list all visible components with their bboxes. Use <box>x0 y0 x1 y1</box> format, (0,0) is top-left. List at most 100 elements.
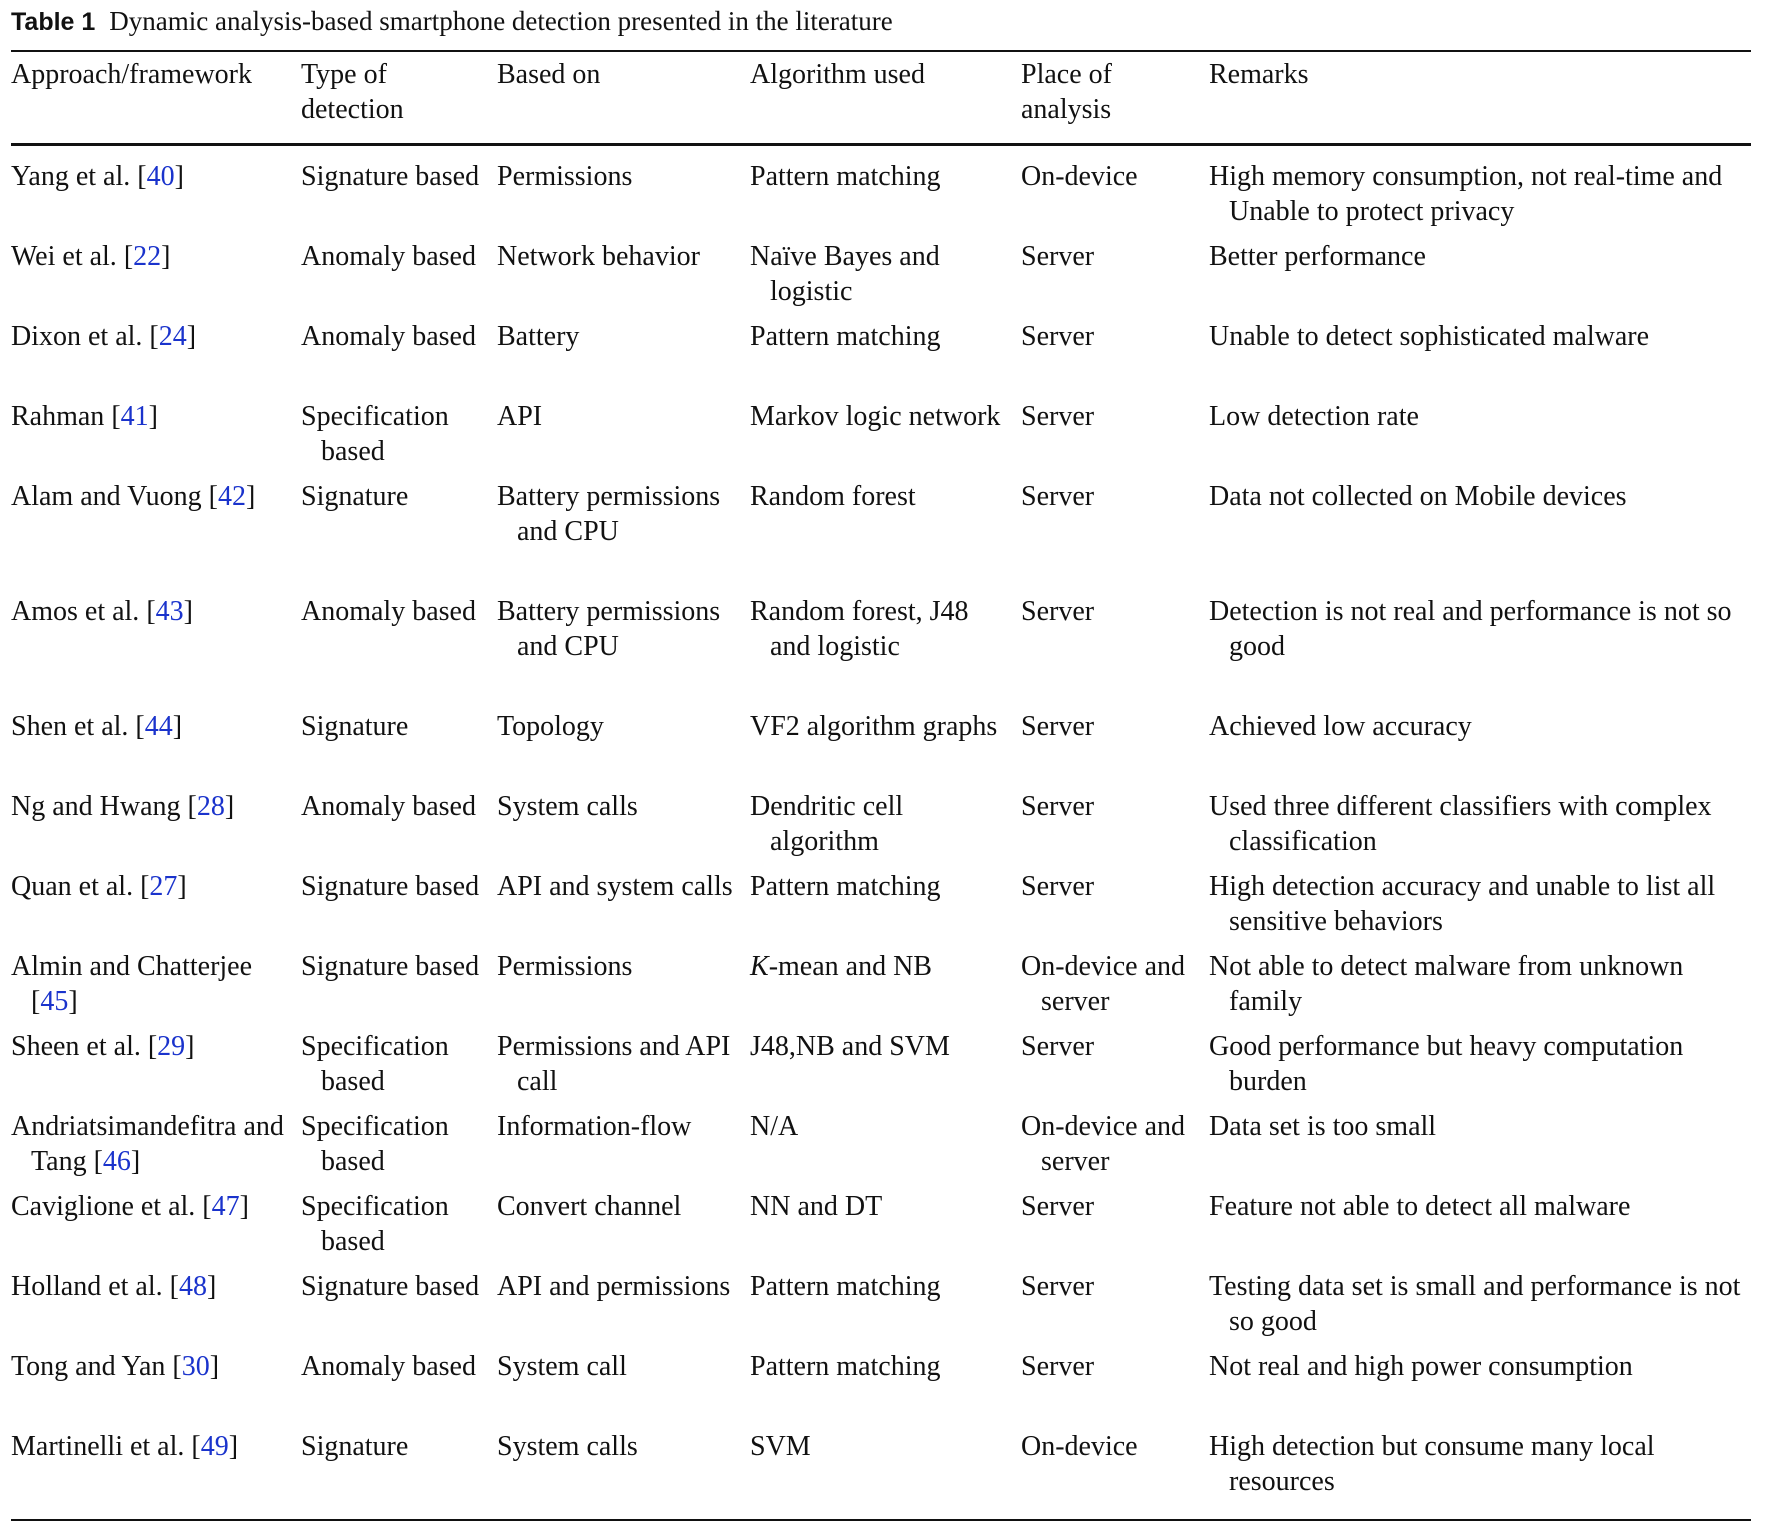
cell-algorithm-text: Random forest <box>750 481 916 512</box>
cell-algorithm: Pattern matching <box>750 1269 1021 1349</box>
cell-algorithm-text: Naïve Bayes and logistic <box>750 241 940 307</box>
cell-approach: Andriatsimandefitra and Tang [46] <box>11 1111 284 1177</box>
cell-algorithm: Pattern matching <box>750 159 1021 239</box>
cell-remarks-text: Unable to detect sophisticated malware <box>1209 321 1650 352</box>
cell-type-text: Specification based <box>301 401 449 467</box>
cell-algorithm-text: Pattern matching <box>750 321 941 352</box>
reference-link[interactable]: 43 <box>155 596 184 627</box>
cell-approach: Dixon et al. [24] <box>11 321 197 352</box>
cell-based-on-text: Battery permissions and CPU <box>497 596 721 662</box>
reference-link[interactable]: 44 <box>144 711 173 742</box>
cell-algorithm: Markov logic network <box>750 399 1021 479</box>
cell-remarks-text: Testing data set is small and performanc… <box>1209 1271 1741 1337</box>
cell-remarks: Testing data set is small and performanc… <box>1209 1269 1751 1349</box>
reference-link[interactable]: 27 <box>149 871 178 902</box>
cell-place: Server <box>1021 789 1209 869</box>
cell-algorithm: SVM <box>750 1429 1021 1509</box>
cell-place-text: On-device and server <box>1021 951 1186 1017</box>
table-row: Martinelli et al. [49] Signature System ca… <box>11 1429 1751 1509</box>
cell-type: Anomaly based <box>301 789 497 869</box>
reference-link[interactable]: 22 <box>133 241 162 272</box>
cell-place: On-device <box>1021 159 1209 239</box>
reference-link[interactable]: 48 <box>178 1271 207 1302</box>
reference-link[interactable]: 49 <box>200 1431 229 1462</box>
approach-name: Shen et al. <box>11 711 129 742</box>
cell-type: Specification based <box>301 1189 497 1269</box>
approach-name: Quan et al. <box>11 871 134 902</box>
cell-approach: Caviglione et al. [47] <box>11 1191 249 1222</box>
reference-link[interactable]: 46 <box>102 1146 131 1177</box>
cell-place-text: On-device <box>1021 161 1138 192</box>
cell-type: Signature based <box>301 159 497 239</box>
cell-type: Signature <box>301 479 497 594</box>
approach-name: Rahman <box>11 401 105 432</box>
cell-place: Server <box>1021 479 1209 594</box>
reference-link[interactable]: 45 <box>40 986 69 1017</box>
approach-name: Wei et al. <box>11 241 117 272</box>
table-row: Tong and Yan [30] Anomaly based System cal… <box>11 1349 1751 1429</box>
table-row: Wei et al. [22] Anomaly based Network beha… <box>11 239 1751 319</box>
reference-link[interactable]: 47 <box>211 1191 240 1222</box>
cell-type: Anomaly based <box>301 239 497 319</box>
reference-link[interactable]: 41 <box>120 401 149 432</box>
cell-type-text: Anomaly based <box>301 321 476 352</box>
cell-approach: Shen et al. [44] <box>11 711 183 742</box>
cell-place: On-device <box>1021 1429 1209 1509</box>
approach-name: Dixon et al. <box>11 321 143 352</box>
reference-link[interactable]: 28 <box>196 791 225 822</box>
cell-remarks-text: Achieved low accuracy <box>1209 711 1472 742</box>
cell-based-on: System call <box>497 1349 750 1429</box>
cell-type: Specification based <box>301 1109 497 1189</box>
cell-approach: Tong and Yan [30] <box>11 1351 220 1382</box>
reference-link[interactable]: 42 <box>218 481 246 512</box>
table-header-rule <box>11 143 1751 146</box>
cell-algorithm: Pattern matching <box>750 319 1021 399</box>
cell-approach: Sheen et al. [29] <box>11 1031 195 1062</box>
cell-based-on-text: System call <box>497 1351 627 1382</box>
table-row: Ng and Hwang [28] Anomaly based System cal… <box>11 789 1751 869</box>
reference-link[interactable]: 30 <box>181 1351 210 1382</box>
cell-place-text: Server <box>1021 321 1095 352</box>
reference-link[interactable]: 40 <box>146 161 175 192</box>
cell-place-text: Server <box>1021 596 1095 627</box>
approach-name: Andriatsimandefitra and Tang <box>11 1111 284 1177</box>
approach-name: Ng and Hwang <box>11 791 181 822</box>
table-row: Sheen et al. [29] Specification based Perm… <box>11 1029 1751 1109</box>
table-row: Dixon et al. [24] Anomaly based Battery Pat… <box>11 319 1751 399</box>
cell-based-on-text: Permissions and API call <box>497 1031 731 1097</box>
table-header: Approach/framework Type of detection Bas… <box>11 57 1751 129</box>
cell-place: Server <box>1021 1189 1209 1269</box>
cell-algorithm: Pattern matching <box>750 869 1021 949</box>
cell-based-on: API <box>497 399 750 479</box>
cell-algorithm: Naïve Bayes and logistic <box>750 239 1021 319</box>
cell-based-on: Convert channel <box>497 1189 750 1269</box>
cell-algorithm: NN and DT <box>750 1189 1021 1269</box>
cell-based-on-text: API <box>497 401 543 432</box>
cell-remarks-text: High detection accuracy and unable to li… <box>1209 871 1716 937</box>
cell-remarks: Detection is not real and performance is… <box>1209 594 1751 709</box>
cell-remarks: Data set is too small <box>1209 1109 1751 1189</box>
cell-place-text: Server <box>1021 1191 1095 1222</box>
cell-algorithm: Random forest <box>750 479 1021 594</box>
cell-remarks-text: High memory consumption, not real-time a… <box>1209 161 1723 227</box>
cell-place: Server <box>1021 399 1209 479</box>
cell-based-on: System calls <box>497 789 750 869</box>
table-row: Almin and Chatterjee [45] Signature based… <box>11 949 1751 1029</box>
cell-based-on: Network behavior <box>497 239 750 319</box>
cell-approach: Amos et al. [43] <box>11 596 193 627</box>
reference-link[interactable]: 24 <box>158 321 187 352</box>
cell-type: Signature based <box>301 869 497 949</box>
cell-algorithm-text: SVM <box>750 1431 811 1462</box>
cell-remarks: Not real and high power consumption <box>1209 1349 1751 1429</box>
reference-link[interactable]: 29 <box>157 1031 186 1062</box>
cell-place: Server <box>1021 869 1209 949</box>
cell-based-on: Battery permissions and CPU <box>497 479 750 594</box>
cell-type-text: Anomaly based <box>301 596 476 627</box>
cell-remarks: Data not collected on Mobile devices <box>1209 479 1751 594</box>
cell-based-on: Topology <box>497 709 750 789</box>
cell-type-text: Signature based <box>301 871 480 902</box>
cell-remarks: High detection accuracy and unable to li… <box>1209 869 1751 949</box>
cell-based-on: Permissions and API call <box>497 1029 750 1109</box>
table-row: Yang et al. [40] Signature based Permissio… <box>11 159 1751 239</box>
cell-type-text: Signature <box>301 711 409 742</box>
